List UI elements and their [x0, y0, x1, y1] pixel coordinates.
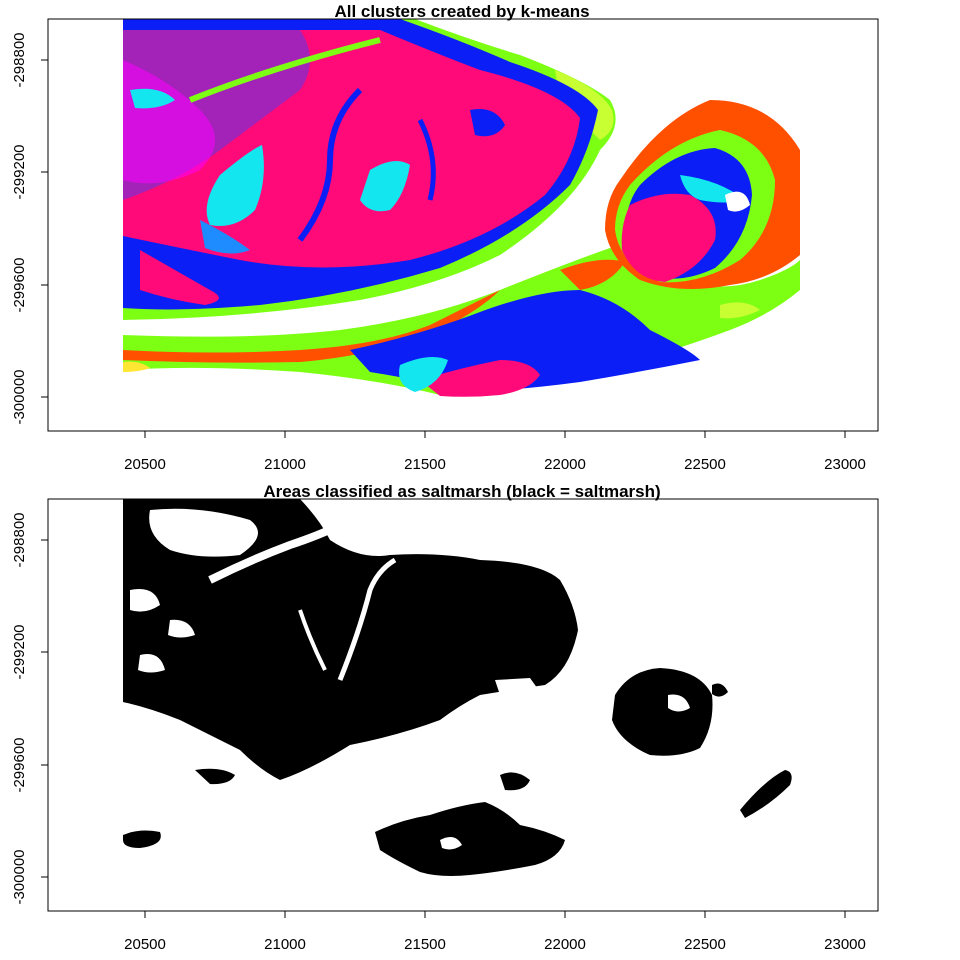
north-saltmarsh-white-specks [149, 508, 258, 557]
saltmarsh-fragment [123, 830, 161, 848]
kmeans-cluster-plot: All clusters created by k-means [11, 2, 879, 473]
plot-title: Areas classified as saltmarsh (black = s… [263, 482, 660, 501]
southeast-saltmarsh [740, 770, 792, 818]
x-tick-label: 23000 [824, 936, 866, 953]
saltmarsh-raster [123, 499, 792, 876]
south-saltmarsh [375, 802, 565, 876]
y-tick-label: -299200 [11, 144, 28, 199]
north-saltmarsh-white-holes-2 [168, 619, 195, 638]
plot-title: All clusters created by k-means [334, 2, 589, 21]
y-tick-label: -299200 [11, 624, 28, 679]
south-saltmarsh-white-hole [440, 836, 462, 850]
x-axis: 20500 21000 21500 22000 22500 23000 [124, 910, 866, 953]
east-island-white-channel [725, 191, 750, 212]
saltmarsh-plot: Areas classified as saltmarsh (black = s… [11, 482, 879, 953]
saltmarsh-panel: Areas classified as saltmarsh (black = s… [0, 480, 960, 960]
north-marsh-cyan-patch-1 [206, 145, 264, 226]
south-marsh-yellow-flecks [123, 361, 150, 372]
north-marsh-blue-creek-2 [417, 118, 436, 201]
south-marsh-orange-strip [123, 290, 500, 363]
east-island-white-hole [668, 694, 690, 712]
x-tick-label: 21500 [404, 936, 446, 953]
x-tick-label: 20500 [124, 456, 166, 473]
north-saltmarsh-white-holes-3 [138, 654, 165, 673]
south-marsh-pink [420, 360, 540, 397]
y-axis: -298800 -299200 -299600 -300000 [11, 512, 49, 905]
south-marsh-lime-flecks [720, 302, 760, 319]
north-saltmarsh-white-holes [130, 589, 160, 612]
y-axis: -298800 -299200 -299600 -300000 [11, 32, 49, 425]
cluster-raster [123, 19, 800, 397]
y-tick-label: -299600 [11, 737, 28, 792]
x-axis: 20500 21000 21500 22000 22500 23000 [124, 430, 866, 473]
x-tick-label: 22500 [684, 456, 726, 473]
east-fragment [712, 683, 728, 697]
north-marsh-cyan-patch-2 [360, 161, 410, 212]
north-marsh-azure-patch [200, 220, 250, 254]
y-tick-label: -298800 [11, 32, 28, 87]
kmeans-cluster-panel: All clusters created by k-means [11, 2, 879, 473]
x-tick-label: 23000 [824, 456, 866, 473]
y-tick-label: -299600 [11, 257, 28, 312]
north-saltmarsh-white-creek-2 [337, 557, 397, 681]
south-marsh-orange-east [560, 259, 625, 290]
south-marsh-cyan-patch [399, 356, 448, 392]
x-tick-label: 22500 [684, 936, 726, 953]
x-tick-label: 21000 [264, 936, 306, 953]
y-tick-label: -300000 [11, 369, 28, 424]
north-marsh-blue-blob [470, 109, 505, 137]
y-tick-label: -300000 [11, 849, 28, 904]
north-marsh-blue-creek-1 [297, 87, 363, 242]
north-marsh-pink-west [140, 250, 219, 305]
x-tick-label: 22000 [544, 456, 586, 473]
north-saltmarsh-white-creek [208, 521, 342, 584]
north-marsh-cyan-patch-3 [130, 88, 175, 109]
saltmarsh-fragment [195, 768, 235, 785]
north-marsh-green-creek [188, 37, 381, 103]
y-tick-label: -298800 [11, 512, 28, 567]
north-saltmarsh-white-creek-3 [298, 609, 327, 671]
x-tick-label: 20500 [124, 936, 166, 953]
x-tick-label: 21000 [264, 456, 306, 473]
east-island-pink [621, 193, 716, 282]
x-tick-label: 22000 [544, 936, 586, 953]
x-tick-label: 21500 [404, 456, 446, 473]
east-island-saltmarsh [612, 668, 713, 756]
saltmarsh-fragment [500, 772, 530, 791]
north-saltmarsh-white-notch [495, 678, 540, 695]
